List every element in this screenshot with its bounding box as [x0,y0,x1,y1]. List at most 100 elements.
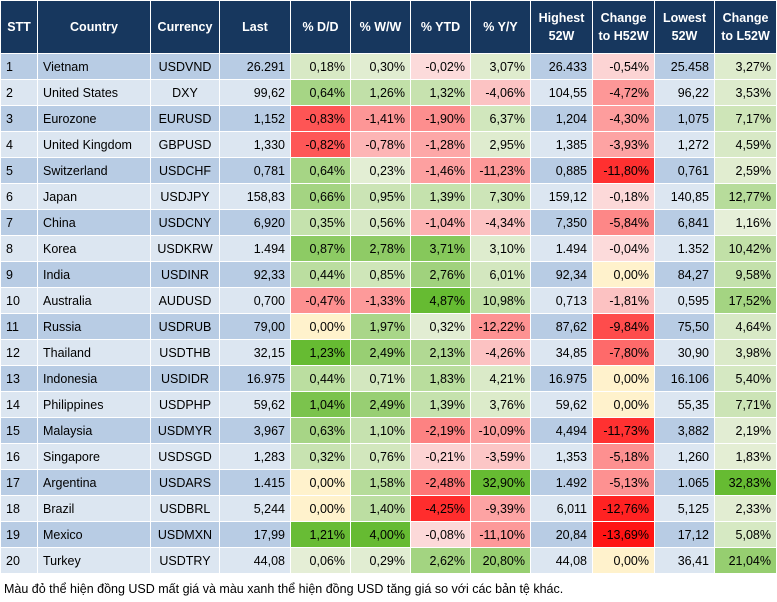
cell: 32,90% [470,469,531,496]
table-row: 19 Mexico USDMXN 17,99 1,21% 4,00% -0,08% -11,1… [0,521,777,548]
cell: 0,76% [350,443,411,470]
cell: Korea [37,235,151,262]
cell: -11,23% [470,157,531,184]
table-row: 2 United States DXY 99,62 0,64% 1,26% 1,32% -4,… [0,79,777,106]
cell: -5,18% [592,443,655,470]
cell: 9,58% [714,261,777,288]
cell: 17,12 [654,521,715,548]
cell: -11,80% [592,157,655,184]
cell: 0,00% [592,365,655,392]
cell: -0,18% [592,183,655,210]
cell: -0,04% [592,235,655,262]
cell: 2,78% [350,235,411,262]
cell: United States [37,79,151,106]
cell: 2,49% [350,391,411,418]
cell: 0,56% [350,209,411,236]
cell: Malaysia [37,417,151,444]
cell: 16 [0,443,38,470]
cell: USDINR [150,261,220,288]
cell: 26.433 [530,53,593,80]
cell: USDJPY [150,183,220,210]
cell: 17 [0,469,38,496]
cell: Thailand [37,339,151,366]
cell: -9,39% [470,495,531,522]
footnote: Màu đỏ thể hiện đồng USD mất giá và màu … [4,582,564,596]
cell: 15 [0,417,38,444]
cell: 1,16% [714,209,777,236]
cell: 59,62 [219,391,291,418]
cell: 104,55 [530,79,593,106]
cell: 1,075 [654,105,715,132]
cell: 0,595 [654,287,715,314]
cell: 0,781 [219,157,291,184]
cell: 0,713 [530,287,593,314]
cell: 0,00% [592,391,655,418]
table-row: 12 Thailand USDTHB 32,15 1,23% 2,49% 2,13% -4,2… [0,339,777,366]
cell: 92,33 [219,261,291,288]
cell: 3,967 [219,417,291,444]
cell: 17,52% [714,287,777,314]
cell: Turkey [37,547,151,574]
cell: 6,011 [530,495,593,522]
column-header: % Y/Y [470,0,531,54]
cell: USDRUB [150,313,220,340]
cell: 0,00% [290,495,351,522]
cell: -4,25% [410,495,471,522]
fx-table: STT Country Currency Last% D/D% W/W% YTD% Y… [0,0,777,574]
cell: 1,58% [350,469,411,496]
cell: 2,62% [410,547,471,574]
cell: -1,28% [410,131,471,158]
cell: 1,04% [290,391,351,418]
cell: 0,761 [654,157,715,184]
cell: -5,84% [592,209,655,236]
cell: -4,26% [470,339,531,366]
cell: -11,10% [470,521,531,548]
cell: Singapore [37,443,151,470]
cell: 10,42% [714,235,777,262]
cell: USDMYR [150,417,220,444]
cell: 16.106 [654,365,715,392]
cell: 0,700 [219,287,291,314]
cell: 0,66% [290,183,351,210]
cell: -5,13% [592,469,655,496]
cell: India [37,261,151,288]
table-row: 9 India USDINR 92,33 0,44% 0,85% 2,76% 6,01% 92,… [0,261,777,288]
table-row: 10 Australia AUDUSD 0,700 -0,47% -1,33% 4,87% 1… [0,287,777,314]
cell: 2,76% [410,261,471,288]
cell: Indonesia [37,365,151,392]
column-header: % D/D [290,0,351,54]
cell: 3,71% [410,235,471,262]
cell: USDIDR [150,365,220,392]
cell: 44,08 [530,547,593,574]
cell: Vietnam [37,53,151,80]
cell: 32,15 [219,339,291,366]
cell: 1 [0,53,38,80]
cell: 3,76% [470,391,531,418]
table-row: 17 Argentina USDARS 1.415 0,00% 1,58% -2,48% 32… [0,469,777,496]
cell: -1,33% [350,287,411,314]
cell: 1.492 [530,469,593,496]
cell: 44,08 [219,547,291,574]
cell: AUDUSD [150,287,220,314]
cell: 1,204 [530,105,593,132]
cell: 1,21% [290,521,351,548]
cell: 3,98% [714,339,777,366]
cell: 75,50 [654,313,715,340]
cell: 1,385 [530,131,593,158]
cell: 1,26% [350,79,411,106]
table-row: 4 United Kingdom GBPUSD 1,330 -0,82% -0,78% -1… [0,131,777,158]
table-row: 7 China USDCNY 6,920 0,35% 0,56% -1,04% -4,34% 7… [0,209,777,236]
cell: 2,49% [350,339,411,366]
cell: 1,330 [219,131,291,158]
cell: 0,95% [350,183,411,210]
cell: -4,30% [592,105,655,132]
cell: 17,99 [219,521,291,548]
cell: -0,82% [290,131,351,158]
table-row: 16 Singapore USDSGD 1,283 0,32% 0,76% -0,21% -3… [0,443,777,470]
cell: -1,90% [410,105,471,132]
cell: USDTHB [150,339,220,366]
cell: -10,09% [470,417,531,444]
cell: 20 [0,547,38,574]
cell: 0,30% [350,53,411,80]
cell: 0,64% [290,79,351,106]
